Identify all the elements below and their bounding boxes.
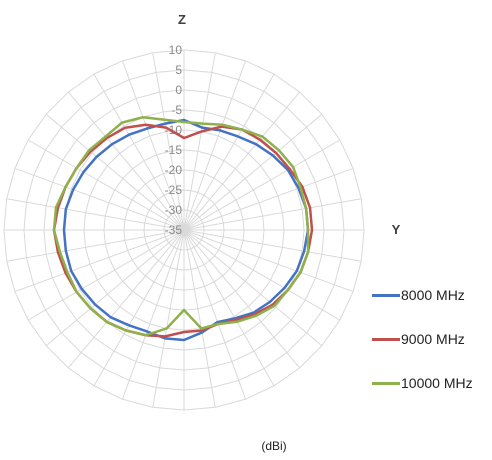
grid-spoke bbox=[45, 229, 185, 347]
series-group bbox=[52, 115, 314, 342]
grid-spoke bbox=[183, 52, 216, 231]
grid-spoke bbox=[183, 60, 247, 231]
radial-tick-label: -20 bbox=[165, 163, 183, 177]
grid-spoke bbox=[6, 198, 185, 231]
grid-spoke bbox=[183, 73, 275, 231]
grid-spoke bbox=[183, 139, 341, 231]
grid-spoke bbox=[152, 229, 185, 408]
grid-spoke bbox=[93, 229, 185, 387]
legend-label: 9000 MHz bbox=[401, 331, 465, 347]
grid-spoke bbox=[121, 229, 185, 400]
grid-spoke bbox=[14, 167, 185, 231]
radial-tick-label: -35 bbox=[165, 223, 183, 237]
grid-spoke bbox=[14, 229, 185, 293]
grid-spoke bbox=[27, 229, 185, 321]
grid-spoke bbox=[121, 60, 185, 231]
legend: 8000 MHz 9000 MHz 10000 MHz bbox=[372, 284, 490, 416]
radial-tick-label: -5 bbox=[171, 103, 182, 117]
grid-spoke bbox=[183, 229, 354, 293]
grid-spoke bbox=[183, 229, 341, 321]
legend-swatch bbox=[372, 293, 400, 297]
legend-swatch bbox=[372, 337, 400, 341]
legend-item: 10000 MHz bbox=[372, 372, 490, 394]
grid-spoke bbox=[183, 229, 275, 387]
radial-tick-label: -25 bbox=[165, 183, 183, 197]
axis-label-z: Z bbox=[178, 12, 186, 27]
grid-spoke bbox=[67, 229, 185, 369]
legend-swatch bbox=[372, 381, 400, 385]
radial-tick-label: 10 bbox=[169, 43, 183, 57]
radial-tick-label: -30 bbox=[165, 203, 183, 217]
grid-spoke bbox=[67, 91, 185, 231]
grid-spoke bbox=[183, 229, 216, 408]
radial-tick-label: 5 bbox=[175, 63, 182, 77]
grid-spoke bbox=[183, 229, 323, 347]
grid-spoke bbox=[183, 229, 301, 369]
grid-spoke bbox=[183, 229, 247, 400]
grid-spoke bbox=[183, 198, 362, 231]
legend-item: 8000 MHz bbox=[372, 284, 490, 306]
series-line-3 bbox=[52, 115, 310, 337]
radial-tick-label: -15 bbox=[165, 143, 183, 157]
angle-spokes bbox=[4, 50, 364, 410]
grid-spoke bbox=[45, 113, 185, 231]
grid-spoke bbox=[183, 113, 323, 231]
legend-label: 10000 MHz bbox=[401, 375, 473, 391]
grid-spoke bbox=[27, 139, 185, 231]
legend-label: 8000 MHz bbox=[401, 287, 465, 303]
grid-spoke bbox=[183, 167, 354, 231]
grid-spoke bbox=[6, 229, 185, 262]
grid-spoke bbox=[183, 229, 362, 262]
legend-item: 9000 MHz bbox=[372, 328, 490, 350]
axis-label-y: Y bbox=[392, 222, 401, 237]
grid-spoke bbox=[183, 91, 301, 231]
unit-label: (dBi) bbox=[261, 439, 286, 453]
grid-spoke bbox=[93, 73, 185, 231]
grid-spoke bbox=[152, 52, 185, 231]
series-line-1 bbox=[62, 118, 310, 342]
radial-tick-label: 0 bbox=[175, 83, 182, 97]
